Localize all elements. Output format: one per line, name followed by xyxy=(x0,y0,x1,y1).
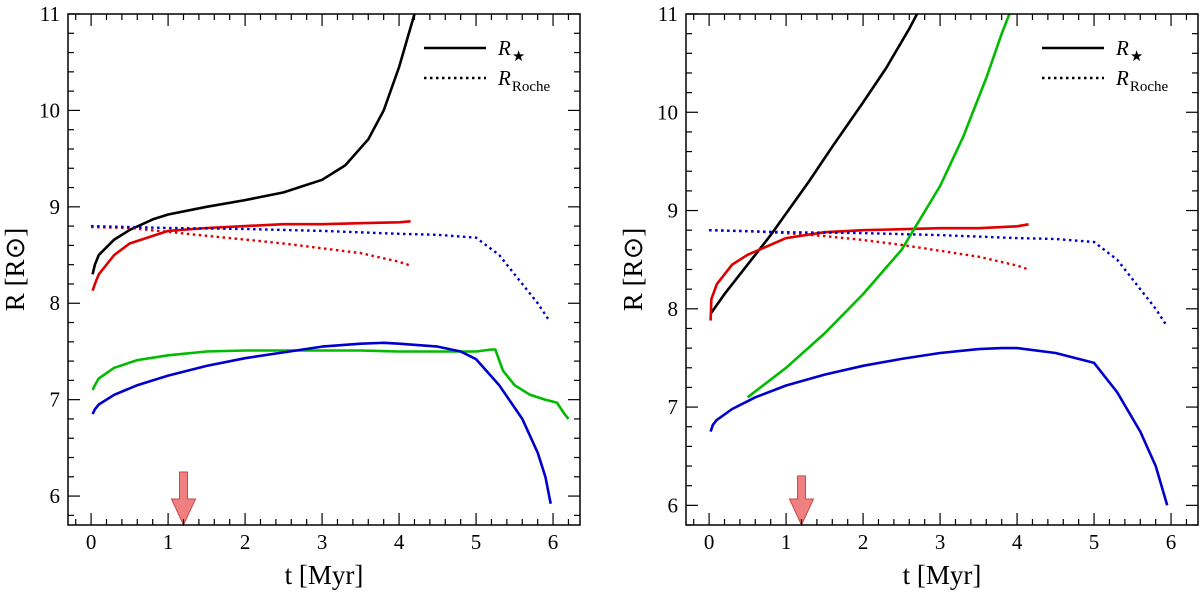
series-line-4-dotted xyxy=(709,229,1169,328)
arrow-marker-icon xyxy=(170,471,197,527)
y-tick-label: 10 xyxy=(657,100,678,124)
x-tick-label: 4 xyxy=(394,530,405,554)
x-tick-label: 3 xyxy=(935,530,946,554)
arrow-marker-icon xyxy=(788,475,815,527)
y-tick-label: 11 xyxy=(658,2,678,26)
x-tick-label: 3 xyxy=(317,530,328,554)
x-tick-label: 0 xyxy=(704,530,715,554)
x-tick-label: 0 xyxy=(86,530,97,554)
y-tick-label: 7 xyxy=(668,395,679,419)
legend-entry-1: R★ xyxy=(497,36,525,65)
y-tick-label: 6 xyxy=(50,484,61,508)
y-tick-label: 7 xyxy=(50,388,61,412)
plot-frame xyxy=(685,13,1199,526)
y-tick-label: 9 xyxy=(50,195,61,219)
x-tick-label: 2 xyxy=(240,530,251,554)
y-tick-label: 10 xyxy=(39,98,60,122)
series-line-5-solid xyxy=(91,348,570,420)
series-group xyxy=(709,14,1169,506)
y-tick-label: 8 xyxy=(668,297,679,321)
x-tick-label: 6 xyxy=(1166,530,1177,554)
legend-entry-2: RRoche xyxy=(497,66,550,95)
x-tick-label: 6 xyxy=(548,530,559,554)
y-tick-label: 11 xyxy=(40,2,60,26)
series-line-2-solid xyxy=(709,223,1029,321)
y-tick-label: 6 xyxy=(668,493,679,517)
y-axis-label: R [R⊙] xyxy=(0,228,30,311)
series-group xyxy=(91,14,570,505)
series-line-1-solid xyxy=(91,14,416,275)
legend: R★RRoche xyxy=(424,36,550,95)
series-line-6-solid xyxy=(709,346,1169,506)
y-tick-label: 9 xyxy=(668,199,679,223)
series-line-4-dotted xyxy=(91,224,551,322)
x-tick-label: 1 xyxy=(163,530,174,554)
chart-panel-2: 0 1 2 3 4 5 6 6 7 8 9 10 11 t [Myr] R [R⊙] R★RRoche xyxy=(618,2,1199,590)
series-line-6-solid xyxy=(91,341,552,505)
chart-panel-1: 0 1 2 3 4 5 6 6 7 8 9 10 11 t [Myr] R [R⊙] R★RRoche xyxy=(0,2,581,590)
x-tick-label: 1 xyxy=(781,530,792,554)
legend-entry-2: RRoche xyxy=(1115,66,1168,95)
plot-frame xyxy=(67,13,581,526)
x-tick-label: 2 xyxy=(858,530,869,554)
legend: R★RRoche xyxy=(1042,36,1168,95)
x-axis-label: t [Myr] xyxy=(285,560,364,590)
legend-entry-1: R★ xyxy=(1115,36,1143,65)
y-tick-label: 8 xyxy=(50,291,61,315)
x-tick-label: 4 xyxy=(1012,530,1023,554)
y-axis-label: R [R⊙] xyxy=(618,228,648,311)
x-axis-label: t [Myr] xyxy=(903,560,982,590)
series-line-1-solid xyxy=(709,14,919,315)
x-tick-label: 5 xyxy=(471,530,482,554)
series-line-5-solid xyxy=(746,14,1011,399)
x-tick-label: 5 xyxy=(1089,530,1100,554)
